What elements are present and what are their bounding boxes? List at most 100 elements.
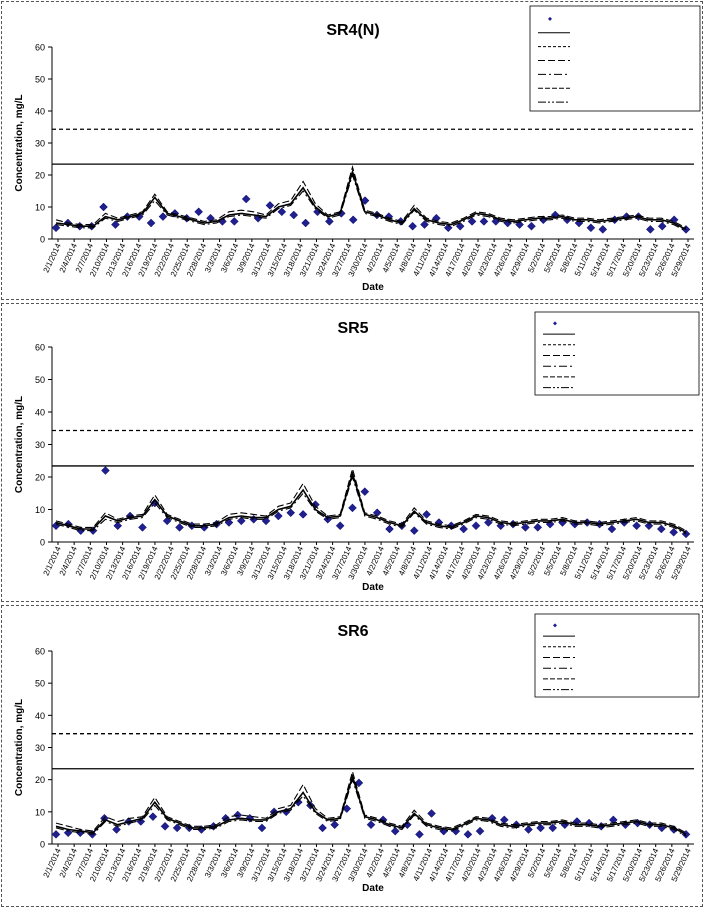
legend-marker [548, 16, 552, 21]
data-point [632, 521, 641, 531]
y-tick-label: 20 [35, 473, 45, 483]
data-point [459, 524, 469, 534]
x-axis-label: Date [362, 282, 384, 293]
series-line-dashed [55, 164, 687, 229]
data-point [463, 829, 473, 839]
data-point [273, 511, 283, 521]
data-point [657, 221, 667, 231]
data-point [286, 508, 296, 518]
data-point [548, 823, 558, 833]
data-point [524, 825, 533, 834]
data-point [51, 223, 61, 233]
data-point [467, 217, 477, 226]
series-line-dashdot [55, 173, 687, 232]
y-tick-label: 20 [35, 171, 45, 181]
legend-box [529, 5, 701, 112]
chart-title: SR5 [337, 320, 368, 337]
series-line-solid [55, 471, 687, 534]
data-point [289, 210, 299, 220]
y-tick-label: 50 [35, 679, 45, 689]
data-point [318, 823, 327, 833]
data-point [325, 217, 334, 226]
data-point [298, 510, 308, 519]
data-point [422, 510, 431, 519]
data-point [366, 820, 376, 830]
data-point [427, 809, 436, 818]
y-tick-label: 40 [35, 408, 45, 418]
data-point [194, 207, 203, 217]
data-point [175, 523, 184, 532]
series-line-dashed [55, 466, 687, 532]
data-point [229, 217, 239, 226]
y-tick-label: 50 [35, 75, 45, 85]
data-point [483, 518, 493, 527]
data-point [385, 524, 394, 534]
x-axis-label: Date [362, 582, 384, 593]
data-point [471, 521, 481, 531]
data-point [586, 223, 596, 233]
data-point [533, 523, 543, 532]
y-tick-label: 30 [35, 743, 45, 753]
series-line-solid [55, 169, 687, 231]
data-point [420, 220, 429, 229]
y-tick-label: 40 [35, 711, 45, 721]
data-point [607, 524, 617, 534]
y-tick-label: 10 [35, 203, 45, 213]
series-line-solid [55, 773, 687, 836]
data-point [455, 221, 465, 231]
series-line-dashed [55, 769, 687, 834]
chart-legend [534, 613, 700, 698]
data-point [241, 194, 251, 204]
series-line-dashdot [55, 777, 687, 837]
data-point [112, 825, 121, 834]
legend-box [534, 311, 700, 396]
data-point [415, 829, 424, 839]
y-tick-label: 0 [40, 538, 45, 548]
chart-sr4n: SR4(N) Concentration, mg/L Date 0 10 20 30 40 50… [14, 5, 701, 293]
series-line-dashdot [55, 475, 687, 535]
data-point [409, 526, 419, 535]
y-axis-label: Concentration, mg/L [14, 396, 25, 493]
data-point [408, 221, 417, 231]
data-point [158, 212, 168, 221]
data-point [536, 823, 545, 833]
data-point [598, 225, 608, 234]
data-point [265, 201, 275, 210]
data-point [63, 828, 73, 838]
data-point [113, 521, 123, 531]
chart-legend [534, 311, 700, 396]
y-tick-label: 10 [35, 807, 45, 817]
data-point [644, 521, 654, 531]
data-point [99, 202, 108, 212]
data-point [354, 778, 364, 788]
y-tick-label: 50 [35, 375, 45, 385]
data-point [372, 508, 382, 518]
data-point [146, 218, 156, 228]
data-point [172, 823, 182, 833]
data-point [475, 826, 485, 836]
chart-panel-sr4n: SR4(N) Concentration, mg/L Date 0 10 20 30 40 50… [1, 1, 703, 300]
data-point [138, 523, 147, 532]
y-tick-label: 60 [35, 647, 45, 657]
series-measured-points [51, 466, 691, 539]
data-point [111, 220, 120, 229]
data-point [335, 521, 345, 531]
y-tick-label: 0 [40, 235, 45, 245]
data-point [277, 207, 287, 217]
data-point [257, 823, 267, 833]
y-tick-label: 60 [35, 43, 45, 53]
chart-legend [529, 5, 701, 112]
data-point [301, 218, 310, 228]
y-axis-label: Concentration, mg/L [14, 699, 25, 796]
data-point [148, 812, 158, 822]
y-tick-label: 30 [35, 440, 45, 450]
data-point [656, 524, 666, 534]
chart-panel-sr5: SR5 Concentration, mg/L Date 0 10 20 30 40 50 60 2… [1, 303, 703, 602]
y-tick-label: 10 [35, 505, 45, 515]
chart-title: SR6 [337, 623, 368, 640]
data-point [51, 829, 61, 839]
y-tick-label: 20 [35, 775, 45, 785]
data-point [521, 523, 530, 532]
data-point [479, 217, 489, 226]
y-axis-label: Concentration, mg/L [14, 94, 25, 191]
